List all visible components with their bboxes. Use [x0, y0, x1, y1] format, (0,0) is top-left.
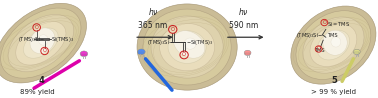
Ellipse shape	[317, 30, 350, 60]
Text: 89% yield: 89% yield	[20, 89, 55, 95]
Text: TMS: TMS	[327, 33, 338, 38]
Text: 5: 5	[332, 76, 338, 85]
Ellipse shape	[291, 6, 376, 84]
Text: O: O	[171, 27, 175, 32]
Ellipse shape	[160, 23, 215, 71]
Text: $-$Si(TMS)$_3$: $-$Si(TMS)$_3$	[186, 38, 213, 47]
Text: O: O	[322, 20, 326, 25]
Text: O: O	[182, 52, 186, 57]
Text: > 99 % yield: > 99 % yield	[311, 89, 356, 95]
Bar	[81, 54, 87, 56]
Text: O: O	[43, 48, 46, 54]
Ellipse shape	[30, 28, 55, 54]
Ellipse shape	[39, 35, 48, 45]
Ellipse shape	[137, 4, 237, 90]
Ellipse shape	[1, 8, 81, 78]
Text: Si(TMS)$_3$: Si(TMS)$_3$	[51, 35, 74, 44]
Ellipse shape	[174, 31, 205, 58]
Text: TMS: TMS	[314, 48, 324, 54]
Text: O: O	[317, 46, 321, 52]
Text: (TMS)$_3$Si$-$: (TMS)$_3$Si$-$	[147, 38, 175, 47]
Text: O: O	[35, 25, 39, 30]
Bar	[354, 52, 359, 54]
Bar	[138, 52, 144, 54]
Ellipse shape	[310, 24, 357, 67]
Text: h$\nu$: h$\nu$	[148, 6, 158, 17]
Bar	[245, 53, 250, 55]
Text: Si$=$TMS: Si$=$TMS	[327, 20, 350, 29]
Ellipse shape	[168, 31, 206, 63]
Ellipse shape	[16, 21, 66, 65]
Ellipse shape	[151, 16, 223, 78]
Ellipse shape	[303, 17, 364, 73]
Ellipse shape	[331, 37, 341, 47]
Ellipse shape	[296, 11, 371, 79]
Ellipse shape	[244, 50, 251, 55]
Ellipse shape	[323, 30, 347, 55]
Ellipse shape	[184, 38, 196, 49]
Text: 365 nm: 365 nm	[138, 21, 168, 30]
Ellipse shape	[143, 9, 231, 85]
Text: (TMS)$_3$Si$-$: (TMS)$_3$Si$-$	[296, 31, 323, 40]
Ellipse shape	[138, 49, 145, 54]
Text: (TMS)$_3$Si$-$: (TMS)$_3$Si$-$	[18, 35, 45, 44]
Ellipse shape	[8, 14, 74, 72]
Ellipse shape	[23, 28, 58, 58]
Text: 4: 4	[39, 76, 45, 85]
Ellipse shape	[80, 51, 88, 56]
Ellipse shape	[353, 49, 360, 54]
Ellipse shape	[0, 3, 87, 83]
Text: h$\nu$: h$\nu$	[239, 6, 249, 17]
Text: 590 nm: 590 nm	[229, 21, 259, 30]
